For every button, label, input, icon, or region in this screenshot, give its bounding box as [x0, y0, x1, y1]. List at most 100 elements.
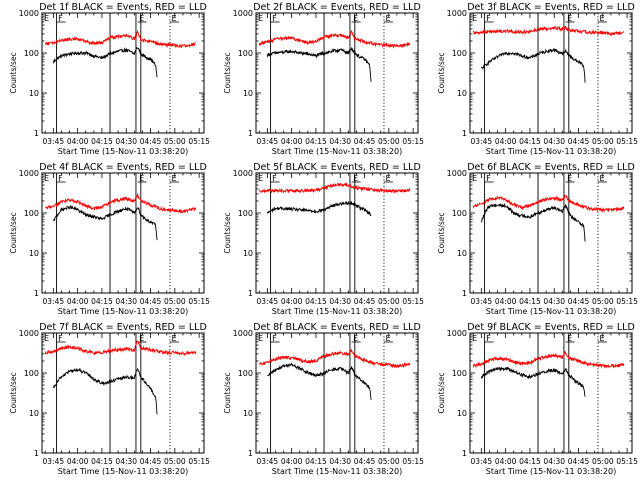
x-tick-label: 04:45	[568, 457, 590, 466]
events-series-line	[480, 202, 586, 242]
edge-marker-label: E	[258, 334, 263, 343]
edge-marker-label: E	[472, 14, 477, 23]
y-tick-label: 1	[248, 129, 253, 138]
edge-marker-label: E	[44, 14, 49, 23]
event-marker-label: E	[139, 14, 144, 23]
x-tick-label: 04:30	[329, 297, 351, 306]
events-series-line	[480, 47, 586, 83]
plot-frame	[41, 332, 205, 454]
panel-title: Det 3f BLACK = Events, RED = LLD	[467, 2, 635, 13]
y-tick-label: 100	[452, 49, 467, 58]
lld-series-line	[44, 340, 197, 357]
y-tick-label: 10	[243, 89, 253, 98]
panel-det-5: Det 5f BLACK = Events, RED = LLD 1 10 100 10…	[223, 162, 424, 316]
x-tick-label: 04:45	[354, 457, 376, 466]
y-tick-label: 10	[29, 249, 39, 258]
panel-det-3: Det 3f BLACK = Events, RED = LLD 1 10 100 10…	[437, 2, 638, 156]
x-tick-label: 04:45	[140, 137, 162, 146]
event-marker-label: F	[272, 334, 277, 343]
event-marker-label: F	[58, 334, 63, 343]
x-tick-label: 04:45	[140, 457, 162, 466]
panel-det-9: Det 9f BLACK = Events, RED = LLD 1 10 100 10…	[437, 322, 638, 476]
lld-series-line	[258, 182, 411, 194]
edge-marker-label: E	[472, 334, 477, 343]
x-tick-label: 03:45	[257, 297, 279, 306]
x-axis-label: Start Time (15-Nov-11 03:38:20)	[58, 307, 188, 316]
event-marker-label: F	[58, 174, 63, 183]
lld-series-line	[258, 29, 411, 49]
x-tick-label: 03:45	[43, 137, 65, 146]
edge-marker-label: E	[258, 14, 263, 23]
y-axis-label: Counts/sec	[9, 212, 18, 253]
x-tick-label: 04:30	[543, 297, 565, 306]
x-axis-label: Start Time (15-Nov-11 03:38:20)	[486, 147, 616, 156]
x-axis-label: Start Time (15-Nov-11 03:38:20)	[486, 467, 616, 476]
x-tick-label: 05:00	[378, 297, 400, 306]
y-tick-label: 100	[452, 209, 467, 218]
x-tick-label: 04:30	[115, 297, 137, 306]
y-tick-label: 1000	[19, 9, 39, 18]
panel-det-7: Det 7f BLACK = Events, RED = LLD 1 10 100 10…	[9, 322, 210, 476]
lld-series-line	[472, 25, 625, 37]
event-marker-label: E	[353, 334, 358, 343]
x-tick-label: 04:45	[354, 137, 376, 146]
panel-det-2: Det 2f BLACK = Events, RED = LLD 1 10 100 10…	[223, 2, 424, 156]
y-tick-label: 1000	[447, 169, 467, 178]
x-tick-label: 04:15	[519, 457, 541, 466]
x-tick-label: 05:15	[188, 137, 210, 146]
x-axis-label: Start Time (15-Nov-11 03:38:20)	[272, 307, 402, 316]
event-marker-label: E	[385, 174, 390, 183]
x-tick-label: 04:15	[519, 137, 541, 146]
y-tick-label: 1	[462, 449, 467, 458]
event-marker-label: E	[385, 14, 390, 23]
x-axis-label: Start Time (15-Nov-11 03:38:20)	[272, 147, 402, 156]
y-axis-label: Counts/sec	[437, 212, 446, 253]
y-tick-label: 1000	[447, 329, 467, 338]
x-axis-label: Start Time (15-Nov-11 03:38:20)	[272, 467, 402, 476]
x-tick-label: 04:30	[543, 457, 565, 466]
events-series-line	[266, 200, 372, 217]
x-tick-label: 05:00	[164, 457, 186, 466]
x-tick-label: 05:00	[592, 457, 614, 466]
x-tick-label: 04:45	[568, 297, 590, 306]
lld-series-line	[472, 350, 625, 369]
y-tick-label: 1000	[233, 169, 253, 178]
x-tick-label: 03:45	[257, 457, 279, 466]
y-tick-label: 1	[248, 449, 253, 458]
y-tick-label: 10	[457, 409, 467, 418]
x-tick-label: 03:45	[471, 137, 493, 146]
x-tick-label: 05:00	[164, 297, 186, 306]
x-tick-label: 05:15	[188, 457, 210, 466]
x-tick-label: 05:00	[378, 457, 400, 466]
panel-det-4: Det 4f BLACK = Events, RED = LLD 1 10 100 10…	[9, 162, 210, 316]
x-tick-label: 04:30	[329, 457, 351, 466]
x-axis-label: Start Time (15-Nov-11 03:38:20)	[486, 307, 616, 316]
x-tick-label: 05:15	[616, 297, 638, 306]
plot-frame	[255, 172, 419, 294]
lld-series-line	[45, 193, 197, 214]
y-tick-label: 10	[243, 249, 253, 258]
lld-series-line	[44, 30, 197, 49]
y-tick-label: 100	[24, 209, 39, 218]
event-marker-label: E	[139, 174, 144, 183]
x-tick-label: 04:15	[305, 457, 327, 466]
y-tick-label: 10	[29, 89, 39, 98]
events-series-line	[267, 362, 372, 400]
plot-frame	[255, 332, 419, 454]
y-tick-label: 1	[248, 289, 253, 298]
event-marker-label: F	[58, 14, 63, 23]
panel-title: Det 8f BLACK = Events, RED = LLD	[253, 322, 421, 333]
edge-marker-label: E	[472, 174, 477, 183]
x-tick-label: 04:15	[91, 137, 113, 146]
y-tick-label: 100	[238, 49, 253, 58]
event-marker-label: E	[599, 334, 604, 343]
events-series-line	[52, 367, 158, 415]
event-marker-label: F	[272, 14, 277, 23]
event-marker-label: E	[171, 14, 176, 23]
x-tick-label: 04:00	[495, 457, 517, 466]
y-tick-label: 100	[238, 209, 253, 218]
y-tick-label: 100	[452, 369, 467, 378]
y-tick-label: 1	[34, 449, 39, 458]
x-tick-label: 04:15	[91, 457, 113, 466]
